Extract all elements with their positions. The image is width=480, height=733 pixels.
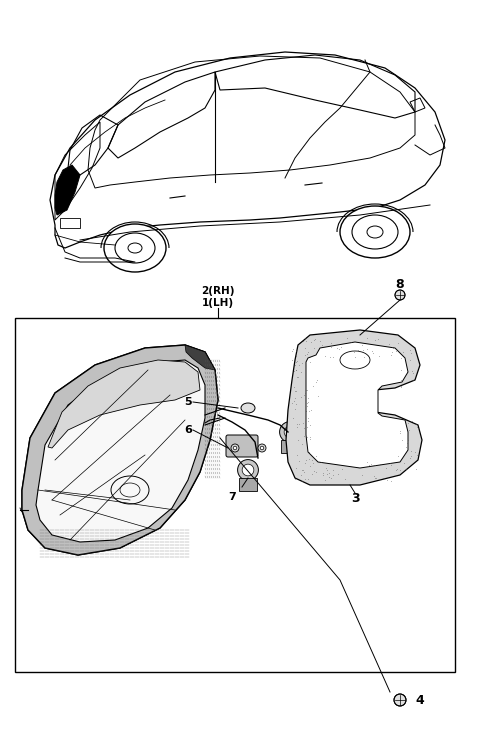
Text: 1(LH): 1(LH)	[202, 298, 234, 308]
Ellipse shape	[241, 403, 255, 413]
Circle shape	[279, 421, 300, 443]
Polygon shape	[55, 165, 80, 215]
FancyBboxPatch shape	[226, 435, 258, 457]
Polygon shape	[286, 330, 422, 485]
Text: 4: 4	[415, 693, 424, 707]
Text: 5: 5	[184, 397, 192, 407]
Circle shape	[231, 444, 239, 452]
Polygon shape	[36, 360, 205, 542]
Polygon shape	[48, 360, 200, 448]
Text: 6: 6	[184, 425, 192, 435]
Ellipse shape	[104, 224, 166, 272]
Text: 3: 3	[351, 492, 360, 504]
Text: 2(RH): 2(RH)	[201, 286, 235, 296]
Circle shape	[242, 464, 254, 476]
Circle shape	[260, 446, 264, 450]
Text: 7: 7	[228, 492, 236, 502]
Polygon shape	[22, 345, 218, 555]
Circle shape	[233, 446, 237, 450]
Ellipse shape	[340, 206, 410, 258]
Circle shape	[395, 290, 405, 300]
Text: 8: 8	[396, 279, 404, 292]
Polygon shape	[185, 345, 215, 370]
Polygon shape	[306, 342, 408, 468]
Circle shape	[284, 426, 296, 438]
Ellipse shape	[115, 233, 155, 263]
Circle shape	[258, 444, 266, 452]
Circle shape	[238, 460, 258, 480]
Circle shape	[394, 694, 406, 706]
Ellipse shape	[340, 351, 370, 369]
FancyBboxPatch shape	[281, 440, 299, 453]
Ellipse shape	[352, 215, 398, 249]
FancyBboxPatch shape	[239, 478, 257, 491]
